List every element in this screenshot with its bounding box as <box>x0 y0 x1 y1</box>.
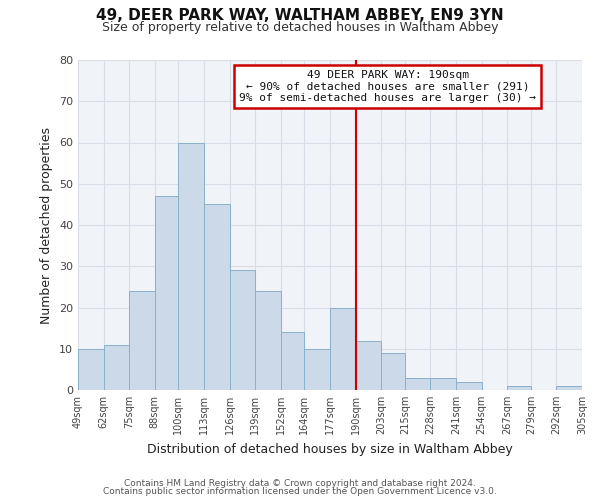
Text: 49, DEER PARK WAY, WALTHAM ABBEY, EN9 3YN: 49, DEER PARK WAY, WALTHAM ABBEY, EN9 3Y… <box>96 8 504 22</box>
Bar <box>330 308 356 390</box>
Bar <box>405 378 430 390</box>
Text: Contains HM Land Registry data © Crown copyright and database right 2024.: Contains HM Land Registry data © Crown c… <box>124 478 476 488</box>
Bar <box>178 142 204 390</box>
Bar <box>204 204 230 390</box>
Bar <box>255 291 281 390</box>
X-axis label: Distribution of detached houses by size in Waltham Abbey: Distribution of detached houses by size … <box>147 442 513 456</box>
Bar <box>129 291 155 390</box>
Text: Contains public sector information licensed under the Open Government Licence v3: Contains public sector information licen… <box>103 487 497 496</box>
Text: 49 DEER PARK WAY: 190sqm
← 90% of detached houses are smaller (291)
9% of semi-d: 49 DEER PARK WAY: 190sqm ← 90% of detach… <box>239 70 536 103</box>
Bar <box>507 386 531 390</box>
Bar <box>155 196 178 390</box>
Bar <box>356 340 381 390</box>
Text: Size of property relative to detached houses in Waltham Abbey: Size of property relative to detached ho… <box>102 21 498 34</box>
Bar <box>281 332 304 390</box>
Y-axis label: Number of detached properties: Number of detached properties <box>40 126 53 324</box>
Bar <box>381 353 405 390</box>
Bar <box>456 382 482 390</box>
Bar <box>230 270 255 390</box>
Bar <box>556 386 582 390</box>
Bar <box>304 349 330 390</box>
Bar <box>78 349 104 390</box>
Bar <box>430 378 456 390</box>
Bar <box>104 344 129 390</box>
